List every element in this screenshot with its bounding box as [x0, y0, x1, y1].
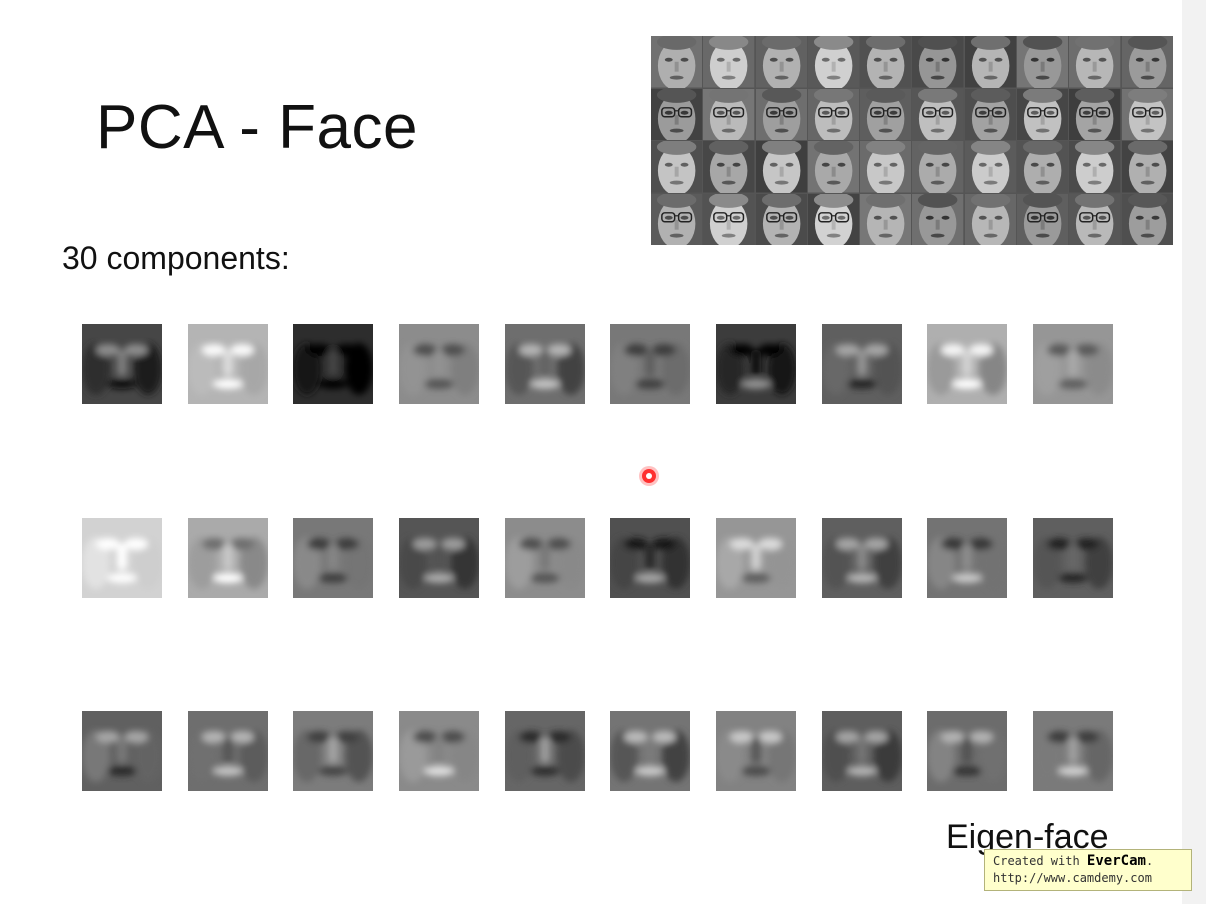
face-photo	[807, 193, 860, 245]
eigenface-tile	[82, 518, 162, 598]
eigenface-tile	[293, 324, 373, 404]
eigenface-tile	[927, 711, 1007, 791]
face-photo	[964, 193, 1017, 245]
face-photo	[912, 88, 964, 140]
face-photo	[964, 88, 1017, 140]
eigenface-tile	[505, 324, 585, 404]
face-photo	[703, 141, 755, 193]
face-photo	[860, 88, 912, 140]
face-photo	[1017, 141, 1069, 193]
eigenface-tile	[610, 324, 690, 404]
pointer-cursor-icon	[642, 469, 656, 483]
face-photo	[912, 193, 964, 245]
face-photo	[1121, 88, 1173, 140]
eigenface-tile	[1033, 324, 1113, 404]
face-photo	[1017, 193, 1069, 245]
face-photo	[1017, 36, 1069, 88]
components-label: 30 components:	[62, 240, 290, 276]
eigenface-tile	[822, 324, 902, 404]
eigenface-tile	[505, 711, 585, 791]
face-photo	[651, 193, 703, 245]
evercam-watermark[interactable]: Created with EverCam. http://www.camdemy…	[984, 849, 1192, 891]
eigenface-tile	[927, 324, 1007, 404]
face-photo	[1069, 36, 1121, 88]
eigenface-tile	[188, 324, 268, 404]
eigenface-tile	[188, 518, 268, 598]
face-photo	[1121, 36, 1173, 88]
eigenface-tile	[293, 518, 373, 598]
eigenface-tile	[399, 711, 479, 791]
face-photo	[1069, 193, 1121, 245]
face-photo	[807, 141, 860, 193]
face-photo-collage	[651, 36, 1173, 245]
watermark-prefix: Created with	[993, 854, 1087, 868]
eigenface-tile	[293, 711, 373, 791]
face-photo	[964, 141, 1017, 193]
face-photo	[651, 36, 703, 88]
face-photo	[1121, 141, 1173, 193]
eigenface-tile	[822, 711, 902, 791]
face-photo	[807, 88, 860, 140]
face-photo	[1017, 88, 1069, 140]
eigenface-tile	[505, 518, 585, 598]
eigenface-tile	[716, 324, 796, 404]
eigenface-tile	[82, 324, 162, 404]
face-photo	[860, 36, 912, 88]
eigenface-tile	[82, 711, 162, 791]
watermark-suffix: .	[1145, 854, 1154, 868]
face-photo	[703, 193, 755, 245]
eigenface-tile	[399, 324, 479, 404]
face-photo	[651, 141, 703, 193]
eigenface-tile	[927, 518, 1007, 598]
eigenface-tile	[1033, 518, 1113, 598]
eigenface-tile	[822, 518, 902, 598]
eigenface-tile	[610, 711, 690, 791]
face-photo	[912, 141, 964, 193]
face-photo	[755, 141, 807, 193]
face-photo	[807, 36, 860, 88]
face-photo	[912, 36, 964, 88]
face-photo	[1069, 88, 1121, 140]
face-photo	[755, 193, 807, 245]
slide-title: PCA - Face	[96, 93, 418, 162]
face-photo	[703, 88, 755, 140]
face-photo	[703, 36, 755, 88]
face-photo	[860, 141, 912, 193]
slide-right-edge	[1182, 0, 1206, 904]
eigenface-tile	[716, 711, 796, 791]
face-photo	[1069, 141, 1121, 193]
eigenface-tile	[188, 711, 268, 791]
face-photo	[860, 193, 912, 245]
eigenface-tile	[399, 518, 479, 598]
face-photo	[964, 36, 1017, 88]
face-photo	[1121, 193, 1173, 245]
watermark-url[interactable]: http://www.camdemy.com	[993, 871, 1152, 885]
face-photo	[755, 88, 807, 140]
face-photo	[651, 88, 703, 140]
watermark-brand: EverCam	[1086, 853, 1146, 869]
eigenface-tile	[716, 518, 796, 598]
face-photo	[755, 36, 807, 88]
eigenface-tile	[1033, 711, 1113, 791]
eigenface-tile	[610, 518, 690, 598]
